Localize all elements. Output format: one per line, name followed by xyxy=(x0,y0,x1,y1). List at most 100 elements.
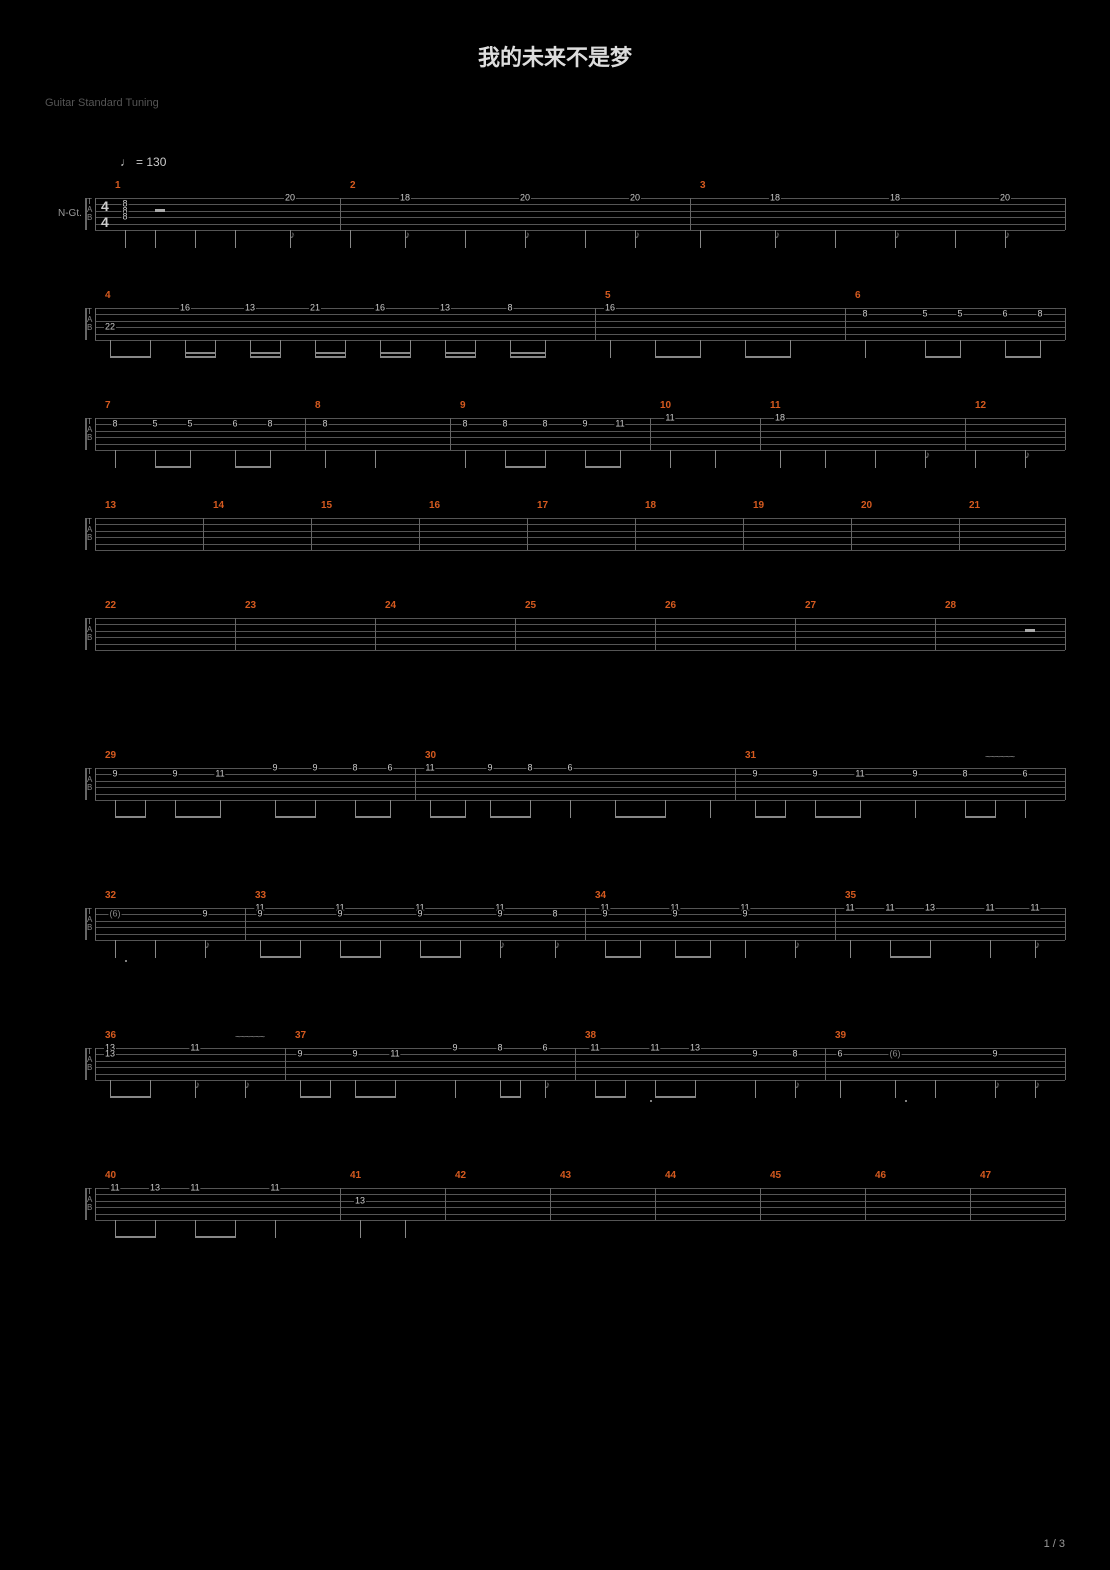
fret-number: 11 xyxy=(984,904,995,913)
barline xyxy=(95,518,96,550)
note-stem xyxy=(895,1080,896,1098)
beam xyxy=(315,356,346,358)
fret-number: 11 xyxy=(269,1184,280,1193)
fret-number: 9 xyxy=(486,764,493,773)
fret-number: 8 xyxy=(111,420,118,429)
barline xyxy=(825,1048,826,1080)
measure-number: 5 xyxy=(605,290,611,301)
measure-number: 3 xyxy=(700,180,706,191)
barline xyxy=(515,618,516,650)
measure-number: 37 xyxy=(295,1030,306,1041)
beam xyxy=(185,356,216,358)
fret-number: 11 xyxy=(664,414,675,423)
fret-number: 16 xyxy=(179,304,191,313)
beam xyxy=(380,356,411,358)
fret-number: 8 xyxy=(541,420,548,429)
note-stem xyxy=(865,340,866,358)
tab-staff: TAB363738391313119911986111113986(6)9♪♪♪… xyxy=(95,1040,1065,1080)
note-stem xyxy=(935,1080,936,1098)
measure-number: 31 xyxy=(745,750,756,761)
note-stem xyxy=(825,450,826,468)
measure-number: 10 xyxy=(660,400,671,411)
barline xyxy=(95,198,96,230)
note-flag: ♪ xyxy=(525,230,530,241)
note-flag: ♪ xyxy=(545,1080,550,1091)
note-flag: ♪ xyxy=(500,940,505,951)
fret-number: 6 xyxy=(836,1050,843,1059)
duration-dot xyxy=(650,1100,652,1102)
fret-number: 11 xyxy=(649,1044,660,1053)
tab-staff: TAB29303199119986119869911986~~~~~~ xyxy=(95,760,1065,800)
fret-number: 9 xyxy=(671,910,678,919)
note-flag: ♪ xyxy=(1035,1080,1040,1091)
beam xyxy=(615,816,666,818)
barline xyxy=(1065,418,1066,450)
page-number: 1 / 3 xyxy=(1044,1538,1065,1550)
fret-number: 8 xyxy=(266,420,273,429)
measure-number: 16 xyxy=(429,500,440,511)
tab-staff: TAB131415161718192021 xyxy=(95,510,1065,550)
barline xyxy=(595,308,596,340)
measure-number: 15 xyxy=(321,500,332,511)
fret-number: 5 xyxy=(921,310,928,319)
fret-number: 9 xyxy=(416,910,423,919)
measure-number: 40 xyxy=(105,1170,116,1181)
fret-number: 9 xyxy=(601,910,608,919)
fret-number: 11 xyxy=(589,1044,600,1053)
note-stem xyxy=(235,230,236,248)
fret-number: 13 xyxy=(689,1044,701,1053)
note-stem xyxy=(835,230,836,248)
beam xyxy=(430,816,466,818)
beam xyxy=(815,816,861,818)
barline xyxy=(527,518,528,550)
beam xyxy=(260,956,301,958)
fret-number: 11 xyxy=(214,770,225,779)
barline xyxy=(795,618,796,650)
fret-number: 8 xyxy=(121,213,128,222)
fret-number: 16 xyxy=(374,304,386,313)
fret-number: 6 xyxy=(386,764,393,773)
fret-number: 11 xyxy=(389,1050,400,1059)
measure-number: 11 xyxy=(770,400,781,411)
measure-number: 17 xyxy=(537,500,548,511)
measure-number: 20 xyxy=(861,500,872,511)
measure-number: 26 xyxy=(665,600,676,611)
fret-number: 16 xyxy=(604,304,616,313)
beam xyxy=(185,352,216,354)
note-stem xyxy=(670,450,671,468)
note-stem xyxy=(350,230,351,248)
rest: ▬ xyxy=(1025,624,1035,635)
fret-number: 11 xyxy=(109,1184,120,1193)
barline xyxy=(585,908,586,940)
measure-number: 32 xyxy=(105,890,116,901)
measure-number: 13 xyxy=(105,500,116,511)
barline xyxy=(1065,908,1066,940)
measure-number: 34 xyxy=(595,890,606,901)
barline xyxy=(655,618,656,650)
fret-number: 11 xyxy=(424,764,435,773)
fret-number: 9 xyxy=(171,770,178,779)
measure-number: 47 xyxy=(980,1170,991,1181)
fret-number: 8 xyxy=(321,420,328,429)
measure-number: 24 xyxy=(385,600,396,611)
fret-number: 11 xyxy=(1029,904,1040,913)
tab-staff: TAB4412388820182020181820♪♪♪♪♪♪♪▬ xyxy=(95,190,1065,230)
tab-staff: TAB22232425262728▬ xyxy=(95,610,1065,650)
measure-number: 38 xyxy=(585,1030,596,1041)
note-stem xyxy=(325,450,326,468)
duration-dot xyxy=(905,1100,907,1102)
barline xyxy=(95,1048,96,1080)
beam xyxy=(115,1236,156,1238)
beam xyxy=(380,352,411,354)
tab-clef: TAB xyxy=(87,618,92,642)
note-stem xyxy=(465,450,466,468)
note-stem xyxy=(780,450,781,468)
barline xyxy=(311,518,312,550)
fret-number: 11 xyxy=(614,420,625,429)
barline xyxy=(95,418,96,450)
barline xyxy=(743,518,744,550)
fret-number: 8 xyxy=(351,764,358,773)
fret-number: 5 xyxy=(186,420,193,429)
beam xyxy=(505,466,546,468)
beam xyxy=(355,816,391,818)
